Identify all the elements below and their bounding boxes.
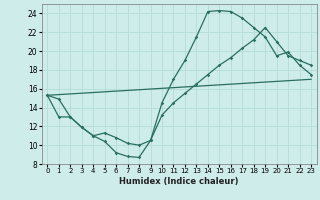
X-axis label: Humidex (Indice chaleur): Humidex (Indice chaleur) bbox=[119, 177, 239, 186]
